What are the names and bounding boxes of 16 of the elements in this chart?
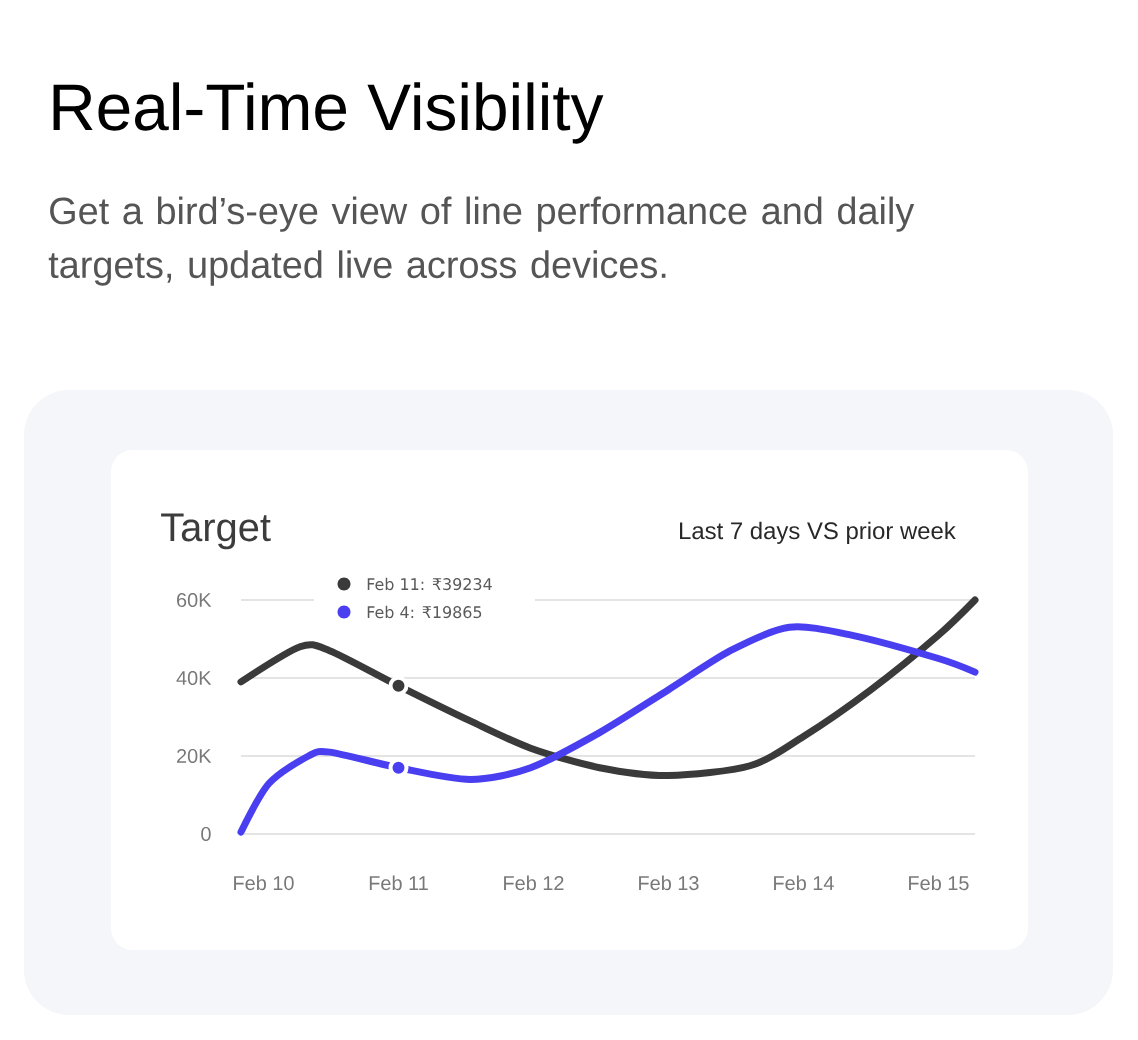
annotation: Feb 4: ₹19865 (367, 605, 482, 619)
x-tick-label: Feb 13 (639, 875, 699, 891)
text: Target (161, 513, 271, 550)
y-tick-label: 20K (177, 748, 212, 764)
x-tick-label: Feb 12 (504, 875, 564, 891)
y-tick-label: 0 (201, 826, 211, 842)
x-tick-label: Feb 15 (909, 875, 969, 891)
y-tick-label: 40K (176, 670, 212, 686)
x-tick-label: Feb 10 (234, 875, 294, 891)
x-tick-label: Feb 11 (369, 875, 428, 891)
chart-title: Real-Time Visibility (53, 82, 604, 144)
x-tick-label: Feb 14 (774, 875, 834, 891)
text: Feb 11: ₹39234 (367, 577, 492, 591)
y-tick-label: 60K (177, 592, 212, 608)
text: Last 7 days VS prior week (680, 521, 956, 544)
chart-subtitle: Get a bird’s-eye view of line performance and daily targets, updated live across devices. (48, 196, 915, 286)
